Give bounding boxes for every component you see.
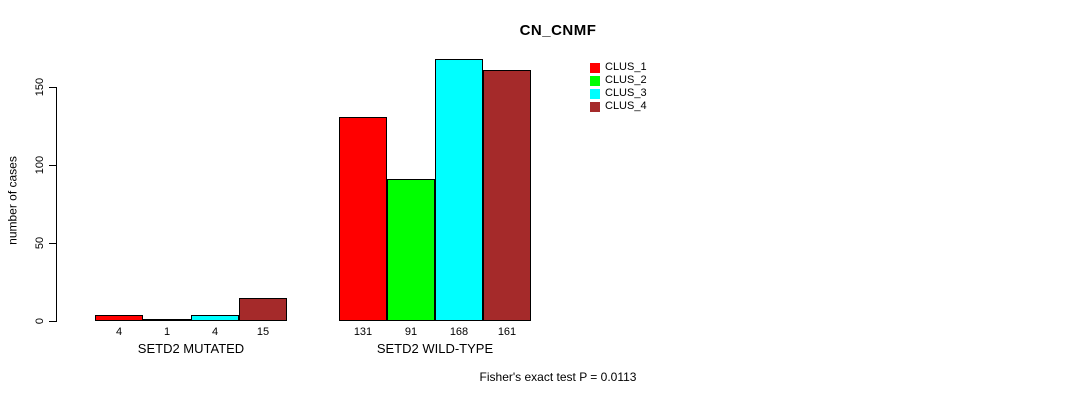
y-axis-tick	[49, 87, 56, 88]
legend-label: CLUS_4	[605, 100, 647, 112]
bar-clus_1-1	[95, 315, 143, 321]
legend-item-clus_3: CLUS_3	[590, 87, 647, 100]
bar-clus_4-2	[483, 70, 531, 321]
legend-item-clus_1: CLUS_1	[590, 61, 647, 74]
legend-swatch-icon	[590, 101, 600, 112]
legend-label: CLUS_3	[605, 87, 647, 99]
x-axis-group-label: SETD2 MUTATED	[137, 341, 245, 356]
legend-swatch-icon	[590, 88, 600, 99]
bar-clus_1-2	[339, 117, 387, 321]
bar-clus_3-1	[191, 315, 239, 321]
y-axis-tick-label: 150	[34, 77, 46, 97]
chart-title: CN_CNMF	[519, 22, 597, 39]
bar-value-label: 1	[163, 326, 171, 338]
bar-value-label: 4	[115, 326, 123, 338]
legend-swatch-icon	[590, 62, 600, 73]
bar-clus_4-1	[239, 298, 287, 321]
legend-item-clus_2: CLUS_2	[590, 74, 647, 87]
legend-label: CLUS_2	[605, 74, 647, 86]
y-axis-tick	[49, 165, 56, 166]
stat-annotation: Fisher's exact test P = 0.0113	[479, 370, 637, 384]
y-axis-line	[56, 87, 57, 322]
y-axis-tick-label: 100	[34, 155, 46, 175]
legend-item-clus_4: CLUS_4	[590, 100, 647, 113]
y-axis-tick	[49, 243, 56, 244]
x-axis-group-label: SETD2 WILD-TYPE	[376, 341, 494, 356]
bar-value-label: 168	[449, 326, 469, 338]
y-axis-tick-label: 0	[34, 317, 46, 325]
bar-value-label: 15	[256, 326, 270, 338]
legend: CLUS_1 CLUS_2 CLUS_3 CLUS_4	[590, 61, 647, 113]
y-axis-tick	[49, 321, 56, 322]
bar-value-label: 131	[353, 326, 373, 338]
legend-label: CLUS_1	[605, 61, 647, 73]
bar-clus_3-2	[435, 59, 483, 321]
bar-value-label: 4	[211, 326, 219, 338]
bar-value-label: 161	[497, 326, 517, 338]
legend-swatch-icon	[590, 75, 600, 86]
bar-value-label: 91	[404, 326, 418, 338]
bar-clus_2-1	[143, 319, 191, 321]
bar-clus_2-2	[387, 179, 435, 321]
y-axis-tick-label: 50	[34, 236, 46, 250]
